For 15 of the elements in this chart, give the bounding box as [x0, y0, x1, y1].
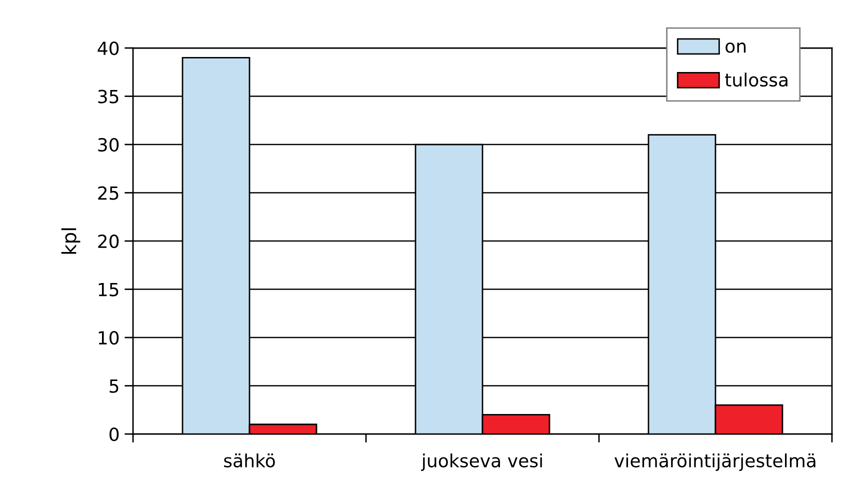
x-tick-label: sähkö — [224, 453, 275, 468]
y-tick-label: 20 — [98, 234, 119, 248]
x-tick-label: viemäröintijärjestelmä — [614, 453, 816, 471]
y-tick-label: 35 — [98, 90, 118, 104]
y-tick-label: 40 — [98, 41, 119, 56]
y-tick-label: 10 — [98, 330, 119, 345]
y-tick-label: 5 — [110, 379, 118, 393]
y-axis-title: kpl — [61, 228, 80, 254]
legend-label: tulossa — [725, 72, 788, 87]
y-tick-label: 15 — [98, 282, 118, 296]
y-tick-label: 25 — [98, 186, 118, 200]
y-tick-label: 30 — [98, 138, 119, 152]
x-tick-label: juokseva vesi — [421, 453, 542, 471]
y-tick-label: 0 — [110, 427, 119, 442]
legend-label: on — [726, 42, 746, 53]
